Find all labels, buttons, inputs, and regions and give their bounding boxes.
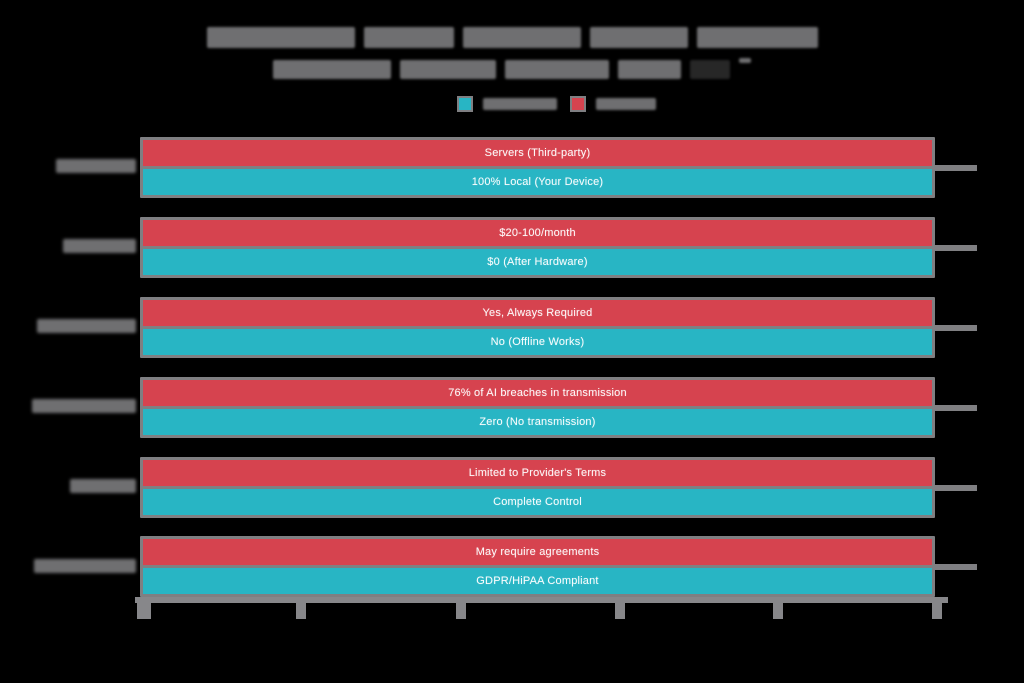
category-label-1-illegible [56,159,136,173]
category-label-4-illegible [32,399,136,413]
title-blob [618,60,681,79]
bar-divider [143,406,932,409]
title-blob-faint [690,60,730,79]
local-bar-label: Complete Control [493,496,582,508]
cloud-bar-label: 76% of AI breaches in transmission [448,387,627,399]
local-bar-label: Zero (No transmission) [479,416,596,428]
title-blob [462,27,581,48]
cloud-bar-label: Servers (Third-party) [484,147,591,159]
bar-divider [143,166,932,169]
x-axis-tick [296,601,306,619]
title-blob [363,27,454,48]
cloud-bar: May require agreements [143,539,932,565]
group-whisker [930,325,977,331]
title-blob [589,27,688,48]
group-whisker [930,485,977,491]
legend-label-red-illegible [596,97,656,110]
local-bar: 100% Local (Your Device) [143,169,932,195]
legend-swatch-teal [457,95,473,112]
bar-group-4: 76% of AI breaches in transmission Zero … [140,377,935,438]
bar-group-1: Servers (Third-party) 100% Local (Your D… [140,137,935,198]
x-axis-tick [773,601,783,619]
local-bar: Complete Control [143,489,932,515]
category-label-2-illegible [63,239,136,253]
bar-group-2: $20-100/month $0 (After Hardware) [140,217,935,278]
chart-legend [457,95,656,112]
cloud-bar-label: Limited to Provider's Terms [468,467,607,479]
category-label-3-illegible [37,319,136,333]
title-blob [696,27,818,48]
local-bar-label: $0 (After Hardware) [487,256,588,268]
legend-swatch-red [570,95,586,112]
cloud-bar-label: $20-100/month [499,227,576,239]
cloud-bar: Limited to Provider's Terms [143,460,932,486]
local-bar-label: No (Offline Works) [490,336,585,348]
bar-group-3: Yes, Always Required No (Offline Works) [140,297,935,358]
bar-divider [143,565,932,568]
cloud-bar-label: May require agreements [475,546,600,558]
cloud-bar: 76% of AI breaches in transmission [143,380,932,406]
group-whisker [930,165,977,171]
bar-divider [143,246,932,249]
bar-group-5: Limited to Provider's Terms Complete Con… [140,457,935,518]
chart-title-line2-illegible [0,58,1024,79]
category-label-5-illegible [70,479,136,493]
local-bar: $0 (After Hardware) [143,249,932,275]
local-bar: Zero (No transmission) [143,409,932,435]
category-label-6-illegible [34,559,136,573]
x-axis-tick [932,601,942,619]
title-blob [400,60,496,79]
title-blob [273,60,391,79]
title-blob [206,27,355,48]
local-bar-label: GDPR/HiPAA Compliant [476,575,599,587]
bar-divider [143,326,932,329]
title-superscript-mark [739,58,751,63]
local-bar-label: 100% Local (Your Device) [471,176,604,188]
x-axis-tick [456,601,466,619]
local-bar: No (Offline Works) [143,329,932,355]
x-axis-line [135,597,948,603]
bar-group-6: May require agreements GDPR/HiPAA Compli… [140,536,935,597]
group-whisker [930,564,977,570]
x-axis-tick [137,601,151,619]
group-whisker [930,405,977,411]
x-axis-tick [615,601,625,619]
bar-divider [143,486,932,489]
chart-title-line1-illegible [0,27,1024,48]
group-whisker [930,245,977,251]
cloud-bar: $20-100/month [143,220,932,246]
cloud-bar: Servers (Third-party) [143,140,932,166]
local-bar: GDPR/HiPAA Compliant [143,568,932,594]
title-blob [505,60,609,79]
cloud-bar: Yes, Always Required [143,300,932,326]
cloud-bar-label: Yes, Always Required [482,307,593,319]
legend-label-teal-illegible [483,97,557,110]
